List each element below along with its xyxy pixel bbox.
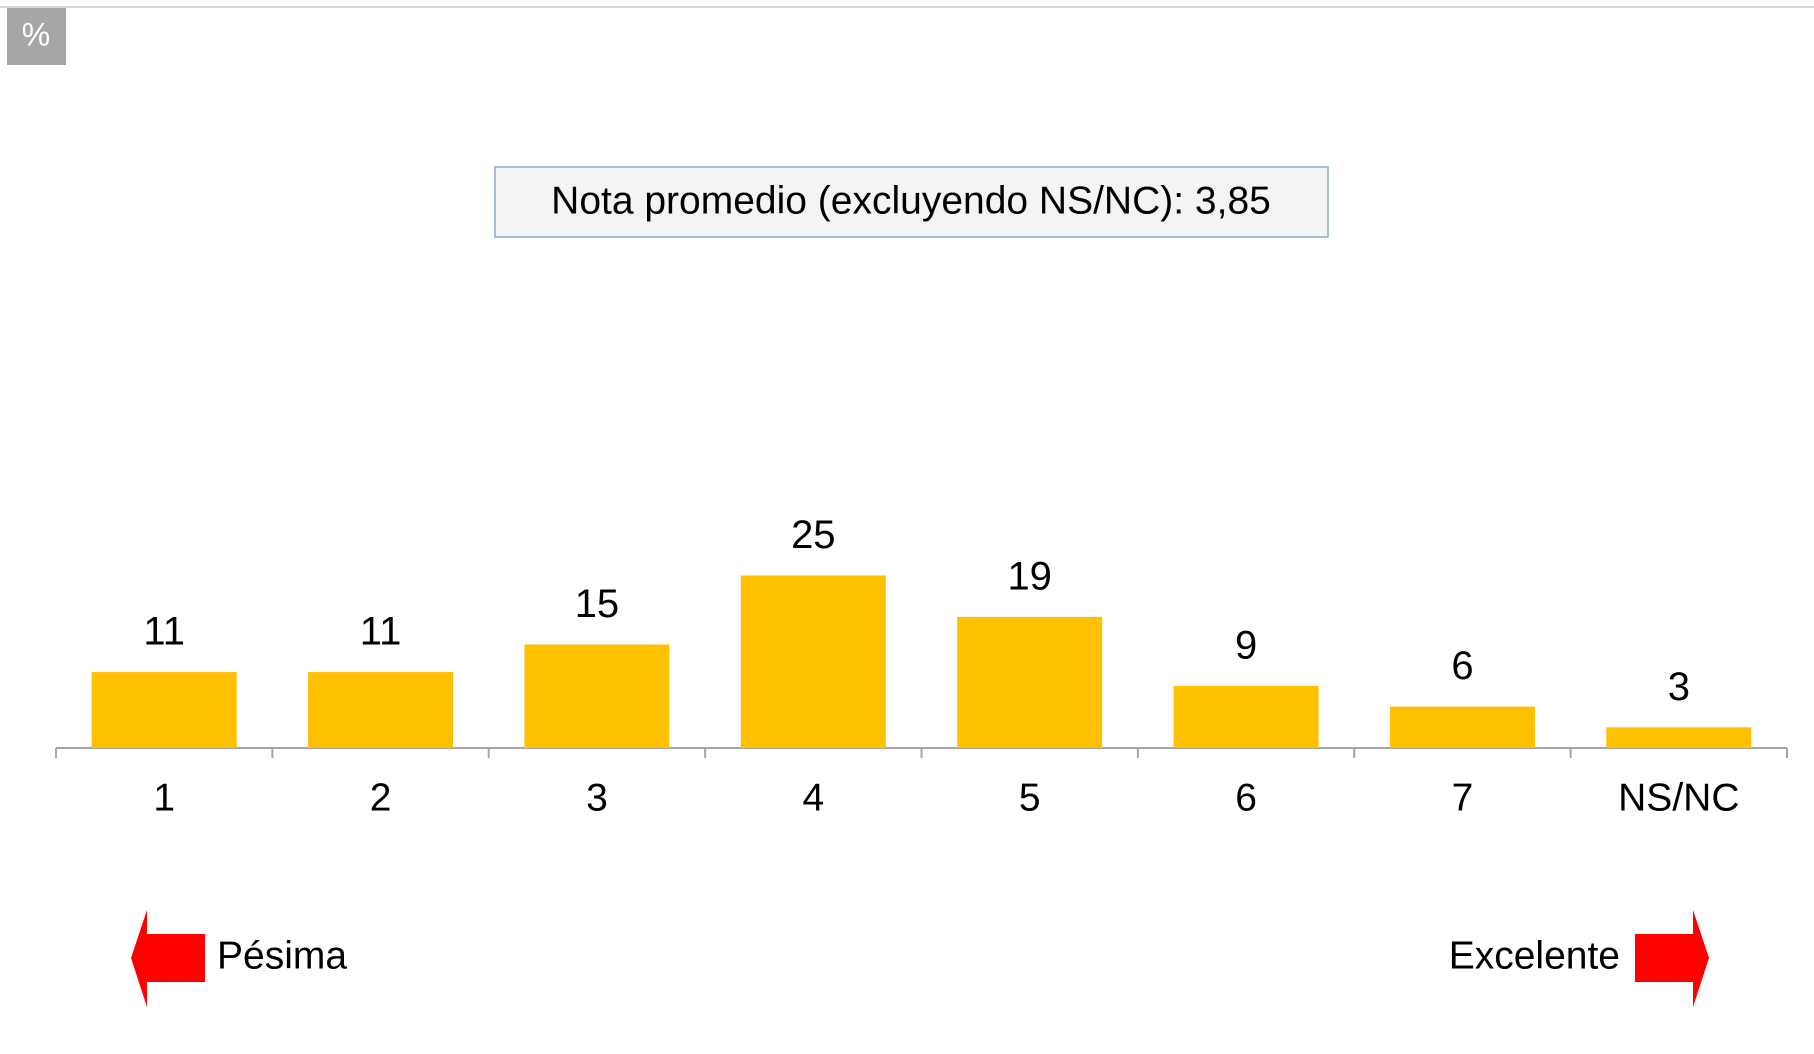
scale-left-label: Pésima: [217, 934, 347, 977]
bar: [308, 672, 454, 748]
bar: [1173, 685, 1319, 748]
x-tick-label: 5: [1019, 776, 1041, 819]
x-tick-label: 1: [153, 776, 175, 819]
bar: [957, 616, 1103, 748]
value-label: 15: [575, 582, 620, 626]
value-label: 11: [360, 610, 402, 654]
bar: [91, 672, 237, 748]
bar: [1606, 727, 1752, 748]
value-label: 6: [1451, 644, 1473, 688]
x-tick-label: 2: [370, 776, 392, 819]
x-tick-label: 3: [586, 776, 608, 819]
scale-right-label: Excelente: [1449, 934, 1620, 977]
unit-label: %: [22, 16, 50, 52]
value-label: 3: [1668, 665, 1690, 709]
value-label: 11: [143, 610, 185, 654]
bar: [740, 575, 886, 748]
x-tick-label: 7: [1452, 776, 1474, 819]
value-label: 9: [1235, 623, 1257, 667]
x-tick-label: 4: [802, 776, 824, 819]
value-label: 25: [791, 513, 836, 557]
annotation: Nota promedio (excluyendo NS/NC): 3,85: [551, 179, 1271, 222]
right-arrow: [1635, 910, 1709, 1007]
bar: [1389, 706, 1535, 748]
unit-box: [7, 8, 66, 65]
x-tick-label: 6: [1235, 776, 1257, 819]
x-tick-label: NS/NC: [1618, 776, 1739, 819]
bar: [524, 644, 670, 748]
value-label: 19: [1007, 554, 1052, 598]
annotation-box: [494, 166, 1329, 238]
left-arrow: [131, 910, 205, 1007]
